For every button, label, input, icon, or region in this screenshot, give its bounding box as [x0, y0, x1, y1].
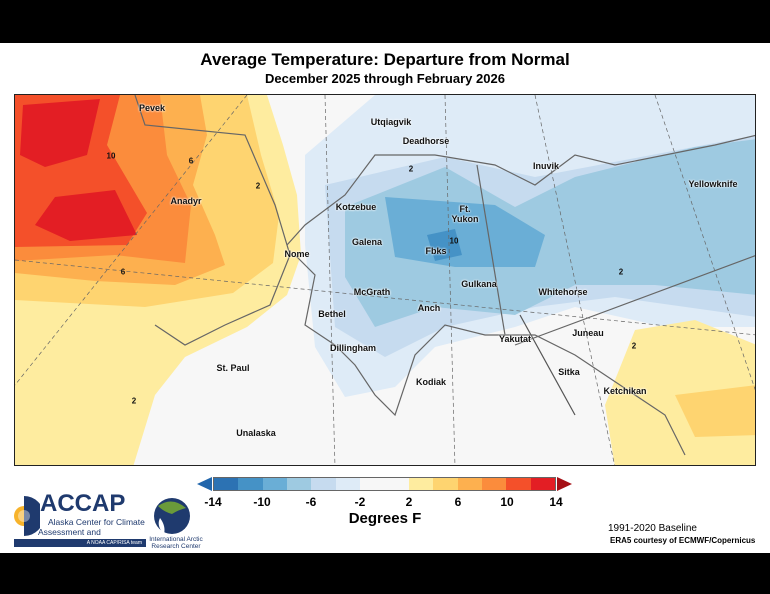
city-label: Yellowknife — [688, 179, 738, 189]
city-label: Whitehorse — [538, 287, 588, 297]
city-label: Unalaska — [236, 428, 276, 438]
city-label: McGrath — [353, 287, 391, 297]
city-label: Deadhorse — [402, 136, 450, 146]
contour-label: 2 — [408, 164, 414, 174]
colorbar-bin — [457, 478, 482, 490]
anomaly-fill-layer — [15, 95, 755, 465]
iarc-line2: Research Center — [151, 543, 201, 550]
colorbar-bin — [214, 478, 239, 490]
city-label: Anadyr — [170, 196, 202, 206]
colorbar-bin — [506, 478, 531, 490]
temperature-anomaly-map: Pevek Utqiagvik Deadhorse Inuvik Anadyr … — [14, 94, 756, 466]
colorbar-under-arrow — [197, 477, 212, 491]
colorbar — [213, 477, 556, 491]
colorbar-bin — [408, 478, 434, 490]
contour-label: 10 — [449, 236, 459, 246]
contour-label: 6 — [120, 267, 126, 277]
colorbar-bin — [360, 478, 409, 490]
accap-logo: ACCAP Alaska Center for Climate Assessme… — [8, 490, 148, 550]
city-label: Utqiagvik — [370, 117, 412, 127]
city-label: Sitka — [558, 367, 580, 377]
contour-label: 2 — [618, 267, 624, 277]
city-label: Nome — [284, 249, 310, 259]
city-label: Galena — [351, 237, 383, 247]
anomaly-4-6-right — [675, 385, 755, 437]
colorbar-tick-label: 6 — [454, 495, 462, 509]
city-label: Gulkana — [461, 279, 497, 289]
city-label: Yakutat — [498, 334, 532, 344]
colorbar-bin — [287, 478, 312, 490]
iarc-logo: International Arctic Research Center — [140, 496, 210, 550]
colorbar-tick-label: 14 — [549, 495, 563, 509]
city-label: Ketchikan — [603, 386, 647, 396]
colorbar-tick-label: -6 — [305, 495, 317, 509]
colorbar-bin — [311, 478, 336, 490]
colorbar-bin — [262, 478, 288, 490]
city-label: Kotzebue — [335, 202, 377, 212]
city-label: Ft. Yukon — [451, 204, 479, 224]
contour-label: 2 — [131, 396, 137, 406]
anomaly-minus10-minus12 — [427, 229, 462, 261]
city-label: Anch — [417, 303, 441, 313]
city-label: Pevek — [138, 103, 166, 113]
colorbar-tick-label: -2 — [354, 495, 366, 509]
city-label: Juneau — [572, 328, 604, 338]
colorbar-bin — [433, 478, 458, 490]
accap-name: ACCAP — [40, 490, 126, 517]
colorbar-tick-label: -10 — [253, 495, 271, 509]
city-label: Inuvik — [532, 161, 560, 171]
colorbar-over-arrow — [557, 477, 572, 491]
city-label: Bethel — [318, 309, 346, 319]
contour-label: 2 — [255, 181, 261, 191]
contour-label: 2 — [631, 341, 637, 351]
anomaly-minus8-minus10 — [385, 197, 545, 267]
map-subtitle: December 2025 through February 2026 — [265, 71, 505, 86]
city-label: Kodiak — [415, 377, 447, 387]
baseline-note: 1991-2020 Baseline — [608, 523, 697, 534]
data-credit: ERA5 courtesy of ECMWF/Copernicus — [610, 536, 756, 545]
city-label: St. Paul — [216, 363, 250, 373]
sun-snowflake-icon — [14, 496, 40, 536]
globe-icon — [154, 498, 190, 534]
iarc-line1: International Arctic — [149, 536, 203, 543]
colorbar-bin — [530, 478, 556, 490]
contour-label: 6 — [188, 156, 194, 166]
colorbar-tick-label: 2 — [405, 495, 413, 509]
colorbar-label: Degrees F — [348, 510, 422, 527]
colorbar-bin — [238, 478, 263, 490]
contour-label: 10 — [106, 151, 116, 161]
accap-line1: Alaska Center for Climate — [48, 517, 145, 527]
graticule — [15, 95, 755, 465]
colorbar-bin — [335, 478, 361, 490]
city-label: Dillingham — [329, 343, 377, 353]
colorbar-tick-label: 10 — [500, 495, 514, 509]
accap-tag: A NOAA CAP/RISA team — [14, 539, 146, 547]
coastlines — [134, 95, 755, 456]
map-title: Average Temperature: Departure from Norm… — [200, 50, 570, 69]
colorbar-tick-label: -14 — [204, 495, 222, 509]
city-label: Fbks — [425, 246, 447, 256]
anomaly-12-14-left — [20, 99, 137, 241]
colorbar-bin — [481, 478, 507, 490]
